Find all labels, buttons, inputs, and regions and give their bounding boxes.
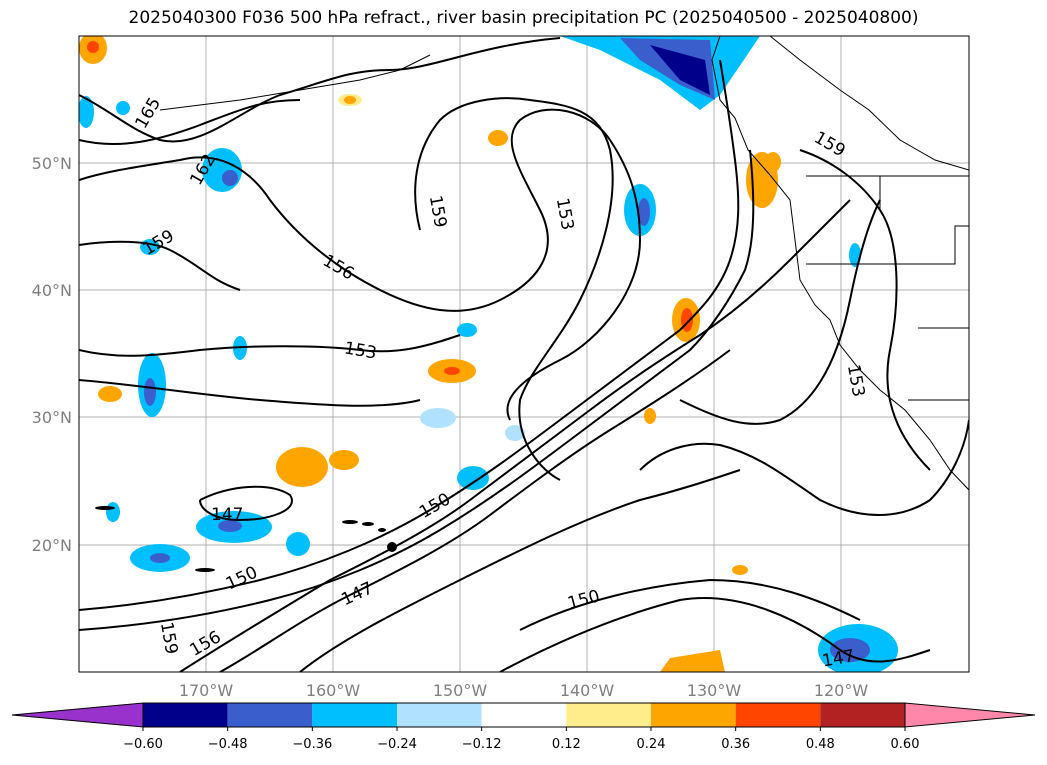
colorbar-tick-label: 0.48 [806, 737, 835, 752]
colorbar-swatch [735, 703, 821, 727]
map-frame [78, 35, 970, 673]
lon-label: 150°W [433, 681, 488, 700]
colorbar-tick-label: −0.48 [208, 737, 248, 752]
colorbar-extend-high [904, 702, 1036, 728]
colorbar-tick-label: 0.36 [721, 737, 750, 752]
colorbar-swatch [312, 703, 397, 727]
lat-label: 30°N [32, 408, 72, 427]
graticule [79, 36, 969, 672]
coastlines [159, 36, 969, 491]
colorbar-tick-label: −0.24 [377, 737, 417, 752]
lon-label: 120°W [814, 681, 869, 700]
colorbar-border [142, 702, 906, 728]
map-title: 2025040300 F036 500 hPa refract., river … [128, 8, 919, 28]
lon-label: 130°W [687, 681, 742, 700]
colorbar-swatch [481, 703, 567, 727]
contour-lines [79, 37, 969, 672]
colorbar-tick-label: 0.60 [891, 737, 920, 752]
lon-label: 140°W [560, 681, 615, 700]
lon-label: 170°W [179, 681, 234, 700]
colorbar-ticks: −0.60 −0.48 −0.36 −0.24 −0.12 0.12 0.24 0.36 0.4… [123, 727, 919, 752]
colorbar-tick-label: −0.60 [123, 737, 163, 752]
colorbar-swatch [227, 703, 313, 727]
contour-label: 147 [211, 505, 243, 525]
colorbar-tick-label: −0.36 [292, 737, 332, 752]
colorbar-swatch [397, 703, 482, 727]
lat-label: 50°N [32, 154, 72, 173]
colorbar-extend-low [11, 702, 144, 728]
colorbar-tick-label: 0.12 [552, 737, 581, 752]
colorbar-tick-label: 0.24 [637, 737, 666, 752]
lon-label: 160°W [306, 681, 361, 700]
colorbar-swatch [566, 703, 651, 727]
colorbar [11, 702, 1036, 728]
colorbar-tick-label: −0.12 [462, 737, 502, 752]
colorbar-swatch [820, 703, 905, 727]
lat-label: 40°N [32, 281, 72, 300]
lat-label: 20°N [32, 536, 72, 555]
hawaii-islands [95, 506, 397, 572]
map-area [79, 36, 969, 672]
precip-shading [79, 36, 898, 672]
colorbar-swatch [651, 703, 736, 727]
colorbar-swatch [143, 703, 228, 727]
